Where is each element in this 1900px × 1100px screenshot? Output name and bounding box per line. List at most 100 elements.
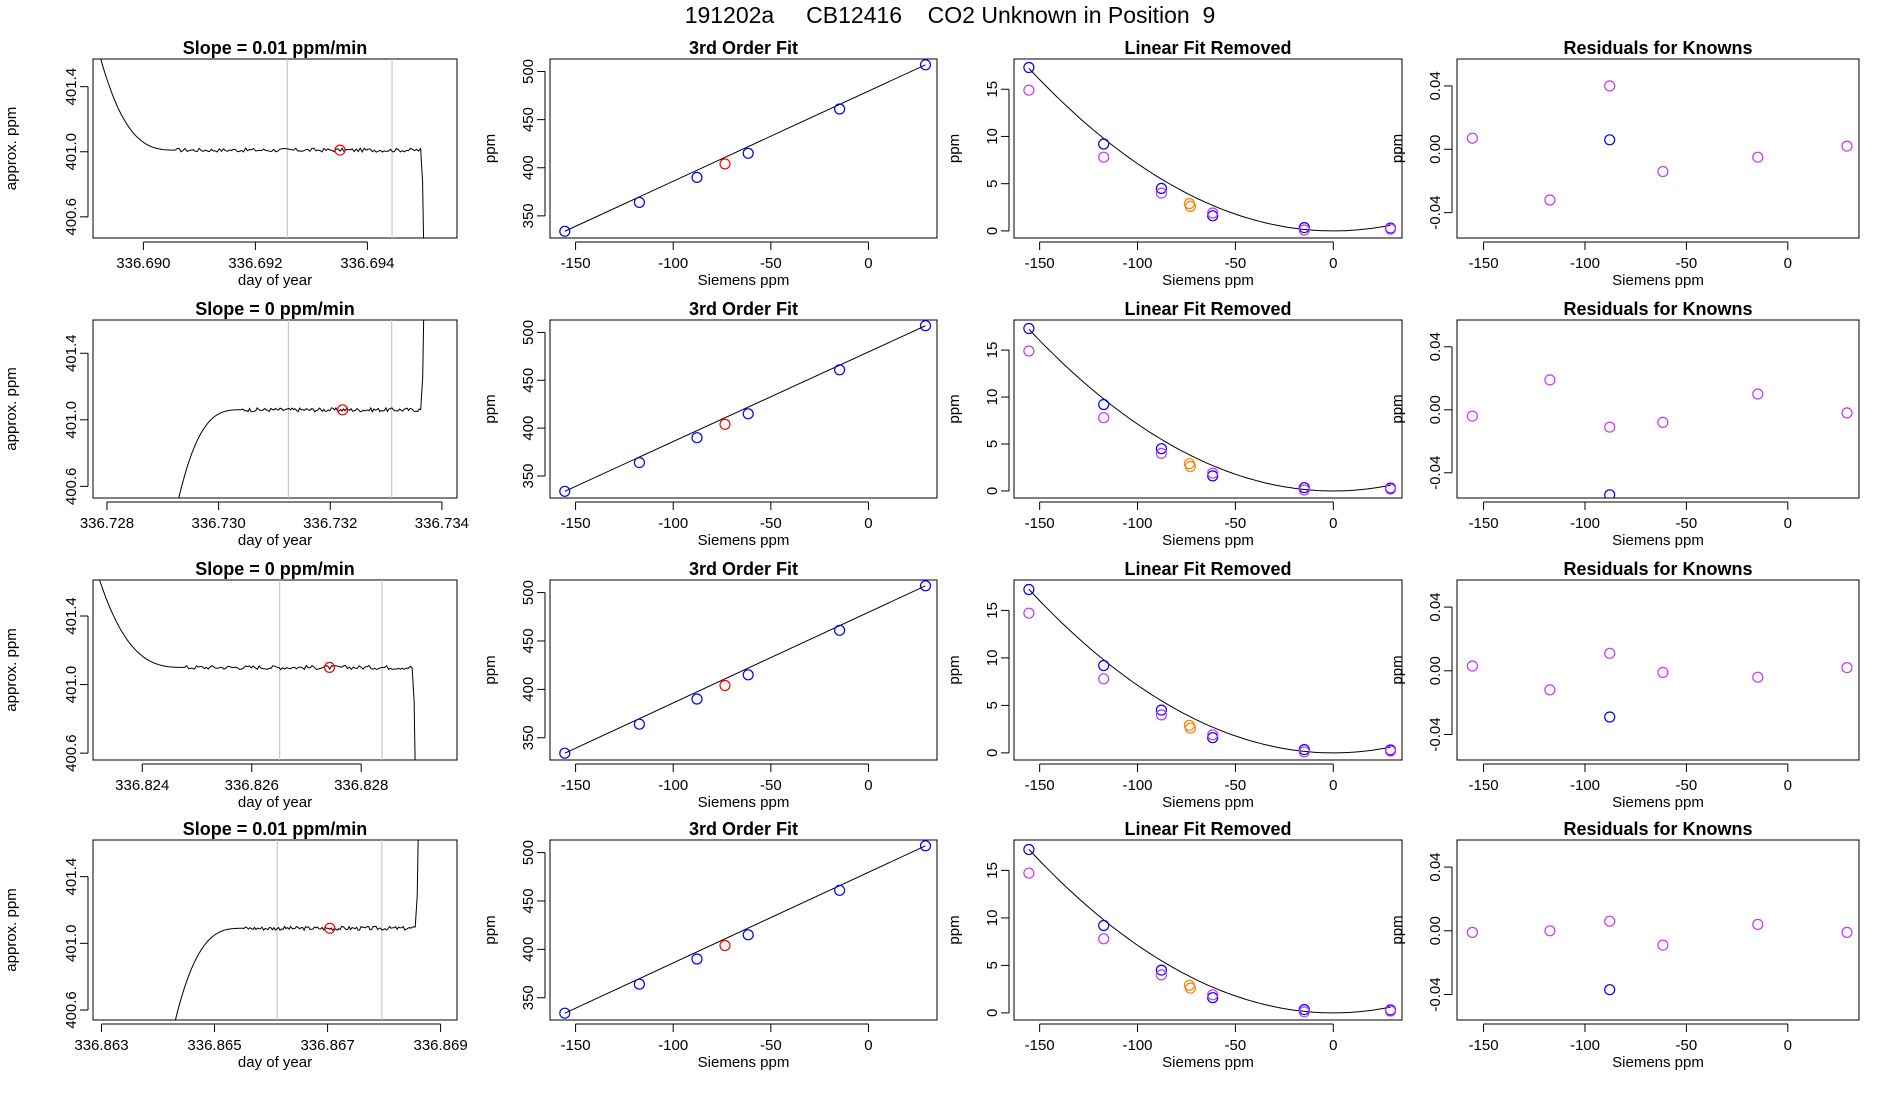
known-point-alt bbox=[1207, 729, 1219, 741]
x-tick-label: -150 bbox=[561, 777, 591, 794]
x-tick-label: 0 bbox=[1784, 1037, 1792, 1054]
y-tick-label: 0.04 bbox=[1427, 592, 1444, 621]
residual-point-alt bbox=[1604, 711, 1616, 723]
residual-point bbox=[1752, 151, 1764, 163]
known-point-alt bbox=[1298, 746, 1310, 758]
y-tick-label: 350 bbox=[520, 463, 537, 488]
sample-mean-marker bbox=[324, 922, 336, 934]
x-tick-label: -100 bbox=[1123, 255, 1153, 272]
known-point-alt bbox=[1098, 673, 1110, 685]
y-tick-label: 0.00 bbox=[1427, 135, 1444, 164]
x-tick-label: -100 bbox=[1570, 255, 1600, 272]
x-tick-label: 0 bbox=[1329, 255, 1337, 272]
x-tick-label: -150 bbox=[1469, 255, 1499, 272]
fit-line bbox=[564, 325, 926, 492]
residual-point bbox=[1657, 666, 1669, 679]
known-point-alt bbox=[1384, 1005, 1397, 1017]
x-axis-label: day of year bbox=[238, 532, 312, 549]
x-axis-label: Siemens ppm bbox=[1612, 1054, 1704, 1071]
known-point bbox=[833, 103, 846, 115]
y-tick-label: 400 bbox=[520, 416, 537, 441]
unknown-point bbox=[1184, 722, 1197, 734]
x-tick-label: 336.869 bbox=[413, 1037, 467, 1054]
x-axis-label: Siemens ppm bbox=[698, 794, 790, 811]
x-tick-label: -50 bbox=[760, 1037, 782, 1054]
x-tick-label: -150 bbox=[561, 1037, 591, 1054]
y-tick-label: 500 bbox=[520, 320, 537, 345]
x-axis-label: Siemens ppm bbox=[1162, 794, 1254, 811]
x-tick-label: 336.734 bbox=[415, 515, 469, 532]
x-tick-label: -150 bbox=[561, 255, 591, 272]
residual-point bbox=[1752, 388, 1764, 400]
residual-point bbox=[1841, 926, 1853, 939]
x-tick-label: -100 bbox=[658, 777, 688, 794]
x-tick-label: 0 bbox=[1329, 1037, 1337, 1054]
unknown-point bbox=[1184, 460, 1197, 473]
y-tick-label: 5 bbox=[984, 961, 1001, 969]
x-tick-label: -50 bbox=[1676, 777, 1698, 794]
panel-title: Slope = 0 ppm/min bbox=[195, 559, 355, 579]
residual-point bbox=[1752, 918, 1764, 931]
y-tick-label: 0.00 bbox=[1427, 395, 1444, 424]
known-point-alt bbox=[1384, 745, 1397, 757]
x-tick-label: 336.863 bbox=[74, 1037, 128, 1054]
x-axis-label: Siemens ppm bbox=[1612, 532, 1704, 549]
known-point bbox=[559, 485, 571, 497]
known-point bbox=[1384, 222, 1397, 234]
y-tick-label: -0.04 bbox=[1427, 196, 1444, 230]
x-tick-label: -150 bbox=[1025, 255, 1055, 272]
x-tick-label: 0 bbox=[864, 777, 872, 794]
y-tick-label: 0.00 bbox=[1427, 916, 1444, 945]
plot-frame bbox=[92, 319, 458, 499]
y-tick-label: -0.04 bbox=[1427, 717, 1444, 751]
y-tick-label: -0.04 bbox=[1427, 456, 1444, 490]
x-axis-label: Siemens ppm bbox=[698, 532, 790, 549]
y-tick-label: 15 bbox=[984, 602, 1001, 619]
y-tick-label: 500 bbox=[520, 59, 537, 84]
residual-point bbox=[1604, 80, 1616, 92]
y-axis-label: approx. ppm bbox=[3, 628, 20, 711]
y-tick-label: 0.00 bbox=[1427, 656, 1444, 685]
x-tick-label: -50 bbox=[1676, 515, 1698, 532]
known-point bbox=[1298, 743, 1310, 756]
x-tick-label: 0 bbox=[1329, 777, 1337, 794]
y-axis-label: approx. ppm bbox=[3, 367, 20, 450]
plot-frame bbox=[92, 58, 458, 239]
x-tick-label: -150 bbox=[1025, 1037, 1055, 1054]
known-point bbox=[1023, 322, 1035, 335]
y-tick-label: 10 bbox=[984, 128, 1001, 145]
fit-line bbox=[564, 64, 926, 232]
y-tick-label: 401.0 bbox=[63, 133, 80, 171]
unknown-point bbox=[719, 679, 731, 692]
panel-title: 3rd Order Fit bbox=[689, 819, 798, 839]
x-axis-label: Siemens ppm bbox=[698, 272, 790, 289]
plot-area bbox=[100, 59, 425, 238]
known-point-alt bbox=[1098, 412, 1110, 424]
y-axis-label: ppm bbox=[1389, 915, 1406, 944]
plot-frame bbox=[1013, 839, 1403, 1021]
sample-mean-marker bbox=[337, 404, 349, 416]
fit-curve bbox=[1028, 67, 1391, 232]
residual-point bbox=[1466, 926, 1479, 939]
panel-fit3-row-4: 3rd Order Fit -150 -100 -50 0 Siemens ppm 350 4… bbox=[482, 819, 938, 1071]
known-point bbox=[1155, 704, 1168, 716]
known-point bbox=[833, 364, 846, 376]
x-tick-label: -50 bbox=[1225, 1037, 1247, 1054]
y-tick-label: 5 bbox=[984, 180, 1001, 188]
sample-mean-marker bbox=[323, 661, 336, 674]
panel-title: Residuals for Knowns bbox=[1563, 819, 1752, 839]
y-tick-label: 15 bbox=[984, 81, 1001, 98]
known-point bbox=[1207, 470, 1219, 482]
known-point-alt bbox=[1384, 483, 1397, 495]
known-point-alt bbox=[1023, 607, 1035, 619]
residual-point-alt bbox=[1604, 489, 1616, 498]
panel-linfit-row-2: Linear Fit Removed -150 -100 -50 0 Siemens pp… bbox=[946, 299, 1403, 549]
known-point bbox=[559, 1007, 571, 1019]
panel-title: Linear Fit Removed bbox=[1124, 299, 1291, 319]
known-point bbox=[1098, 398, 1110, 411]
panel-drift-row-4: Slope = 0.01 ppm/min 336.863 336.865 336.86… bbox=[3, 819, 468, 1071]
known-point bbox=[742, 408, 754, 420]
y-tick-label: 400.6 bbox=[63, 198, 80, 236]
y-tick-label: 401.4 bbox=[63, 68, 80, 106]
